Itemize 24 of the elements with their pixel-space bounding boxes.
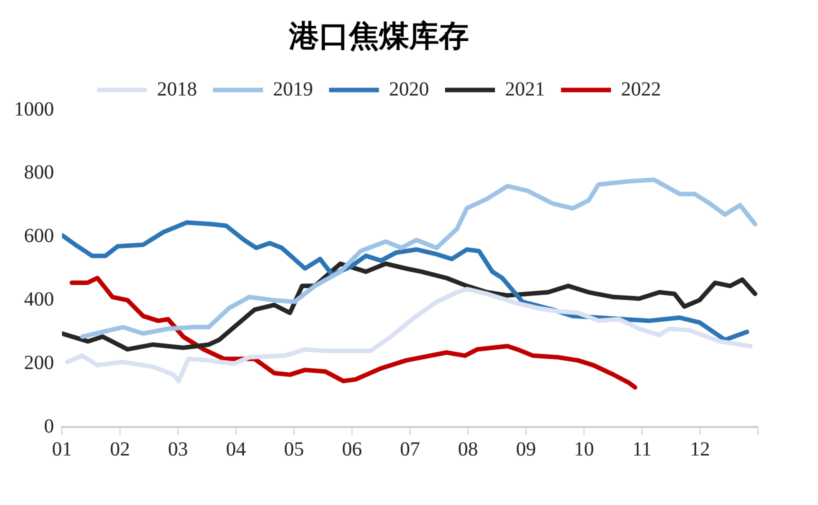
y-tick-label: 200: [24, 352, 54, 374]
x-tick-label: 04: [226, 438, 246, 460]
x-tick-label: 05: [284, 438, 304, 460]
x-tick-label: 10: [574, 438, 594, 460]
legend-label: 2020: [389, 78, 429, 100]
legend-label: 2021: [505, 78, 545, 100]
x-tick-label: 09: [516, 438, 536, 460]
x-tick-label: 06: [342, 438, 362, 460]
x-tick-label: 08: [458, 438, 478, 460]
x-tick-label: 11: [632, 438, 652, 460]
y-tick-label: 1000: [14, 98, 54, 120]
legend-label: 2019: [273, 78, 313, 100]
chart-title: 港口焦煤库存: [288, 18, 469, 53]
x-tick-label: 01: [52, 438, 72, 460]
y-tick-label: 800: [24, 162, 54, 184]
x-tick-label: 03: [168, 438, 188, 460]
legend-label: 2022: [621, 78, 661, 100]
legend-label: 2018: [157, 78, 197, 100]
x-tick-label: 07: [400, 438, 420, 460]
x-tick-label: 02: [110, 438, 130, 460]
y-tick-label: 0: [44, 415, 54, 438]
x-tick-label: 12: [690, 438, 710, 460]
y-tick-label: 600: [24, 225, 54, 248]
y-tick-label: 400: [24, 288, 54, 310]
